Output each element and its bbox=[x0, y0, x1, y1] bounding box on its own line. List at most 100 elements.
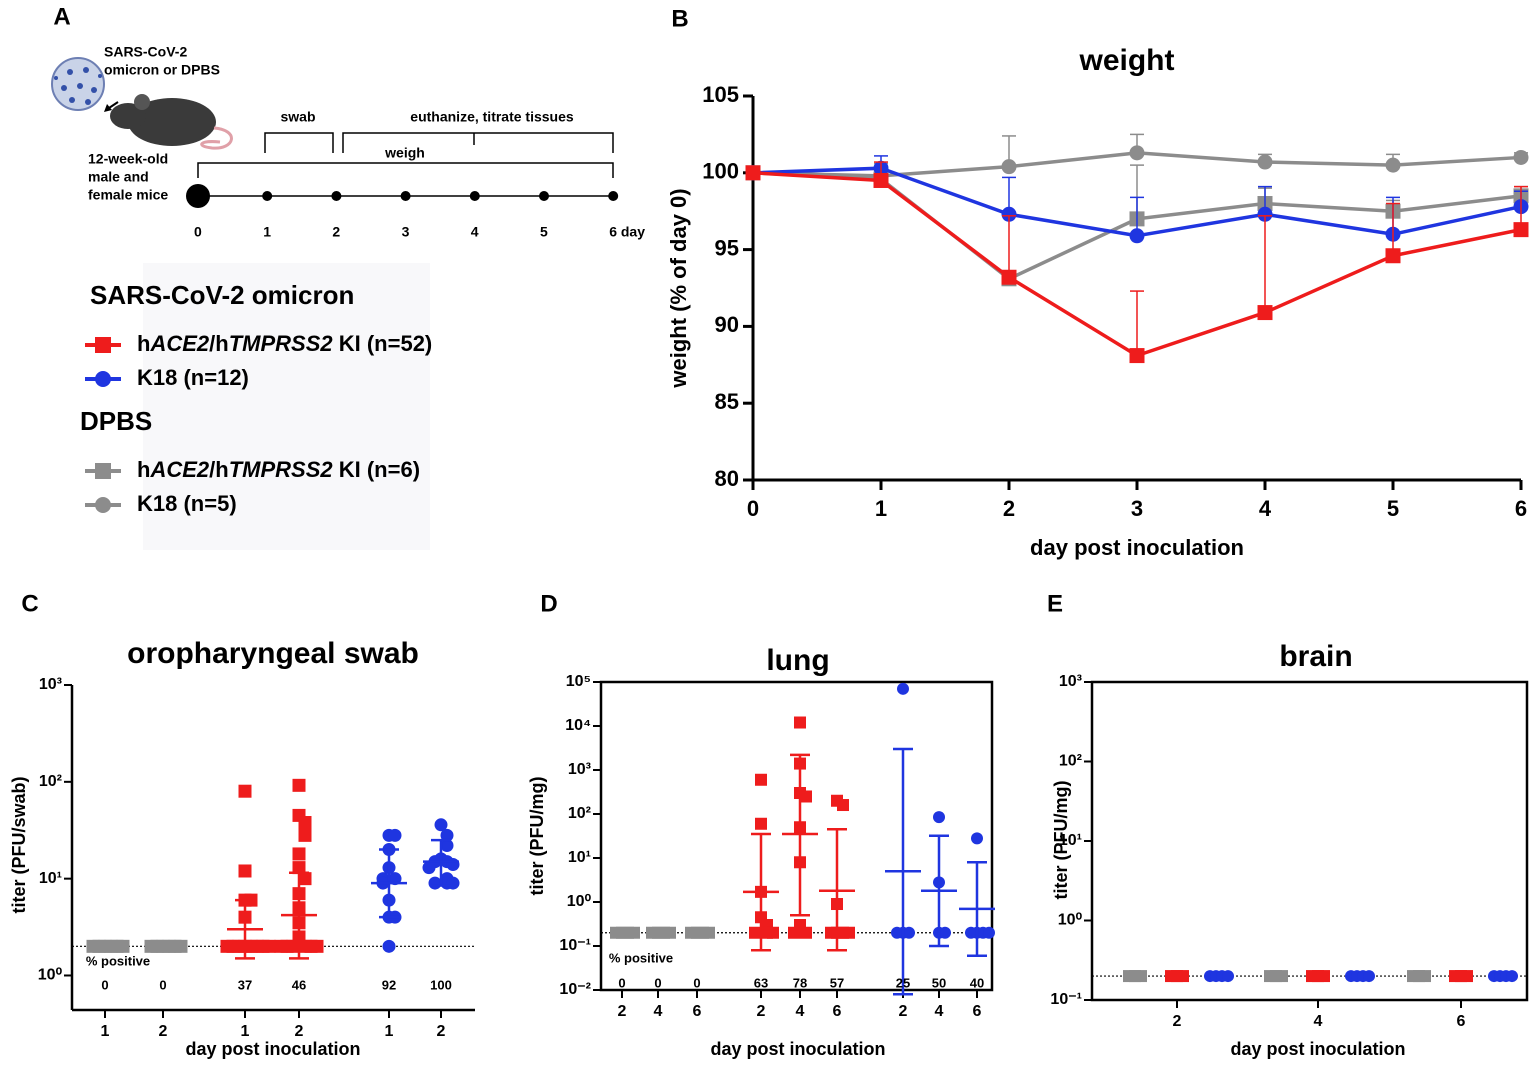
marker bbox=[755, 773, 767, 786]
x-axis-label: day post inoculation bbox=[1030, 535, 1244, 560]
marker bbox=[292, 861, 306, 875]
marker bbox=[220, 939, 234, 953]
y-axis-label: weight (% of day 0) bbox=[666, 188, 691, 388]
legend-label-part: TMPRSS2 bbox=[229, 331, 334, 356]
x-tick-label: 2 bbox=[1003, 496, 1015, 521]
legend-label-part: KI (n=6) bbox=[333, 457, 420, 482]
bracket bbox=[197, 162, 614, 178]
x-tick-label: 6 bbox=[973, 1003, 982, 1020]
legend-title: DPBS bbox=[80, 406, 152, 436]
y-tick-label: 10⁻² bbox=[559, 981, 591, 998]
marker bbox=[1129, 228, 1145, 244]
percent-positive-label: % positive bbox=[86, 953, 150, 968]
legend-label-part: ACE2 bbox=[149, 457, 209, 482]
percent-positive: 50 bbox=[932, 975, 946, 990]
percent-positive: 0 bbox=[159, 977, 166, 992]
marker bbox=[1129, 145, 1145, 161]
percent-positive: 78 bbox=[793, 975, 807, 990]
marker bbox=[767, 926, 779, 939]
y-tick-label: 10⁰ bbox=[38, 967, 63, 984]
marker bbox=[933, 811, 945, 824]
x-tick-label: 3 bbox=[1131, 496, 1143, 521]
marker bbox=[971, 832, 983, 845]
marker bbox=[174, 939, 188, 953]
timeline-tick-label: 3 bbox=[402, 224, 410, 240]
marker bbox=[382, 939, 396, 953]
marker bbox=[422, 861, 436, 875]
x-tick-label: 6 bbox=[1515, 496, 1527, 521]
marker bbox=[1276, 970, 1288, 983]
y-axis-label: titer (PFU/swab) bbox=[9, 776, 29, 913]
arrowhead bbox=[104, 104, 112, 112]
legend-label-part: h bbox=[137, 331, 150, 356]
x-tick-label: 2 bbox=[618, 1003, 627, 1020]
panel-label: C bbox=[21, 590, 38, 617]
legend-label: hACE2/hTMPRSS2 KI (n=6) bbox=[137, 457, 420, 482]
marker bbox=[1419, 970, 1431, 983]
x-tick-label: 4 bbox=[935, 1003, 944, 1020]
y-tick-label: 10⁰ bbox=[1058, 912, 1083, 929]
marker bbox=[1001, 159, 1017, 175]
marker bbox=[983, 926, 995, 939]
marker bbox=[749, 926, 761, 939]
marker bbox=[1506, 970, 1518, 983]
timeline-dot bbox=[469, 191, 480, 201]
x-tick-label: 4 bbox=[796, 1003, 805, 1020]
x-tick-label: 2 bbox=[295, 1023, 304, 1040]
marker bbox=[95, 497, 111, 513]
marker bbox=[310, 939, 324, 953]
legend-backdrop bbox=[143, 263, 430, 550]
x-tick-label: 0 bbox=[747, 496, 759, 521]
marker bbox=[298, 816, 312, 830]
marker bbox=[298, 828, 312, 842]
percent-positive: 0 bbox=[693, 975, 700, 990]
x-tick-label: 2 bbox=[757, 1003, 766, 1020]
marker bbox=[891, 926, 903, 939]
marker bbox=[1385, 157, 1401, 173]
legend-label: hACE2/hTMPRSS2 KI (n=52) bbox=[137, 331, 432, 356]
marker bbox=[1513, 222, 1529, 238]
x-tick-label: 2 bbox=[159, 1023, 168, 1040]
chart-title: lung bbox=[766, 644, 829, 677]
virus-label: omicron or DPBS bbox=[104, 62, 220, 78]
marker bbox=[144, 939, 158, 953]
marker bbox=[274, 939, 288, 953]
bracket bbox=[342, 132, 614, 153]
swab-label: swab bbox=[280, 109, 315, 125]
marker bbox=[903, 926, 915, 939]
x-tick-label: 1 bbox=[241, 1023, 250, 1040]
marker bbox=[1461, 970, 1473, 983]
mice-label: 12-week-old bbox=[88, 151, 168, 167]
y-tick-label: 90 bbox=[715, 312, 739, 337]
y-tick-label: 10⁵ bbox=[566, 673, 591, 690]
marker bbox=[897, 682, 909, 695]
legend-label-part: ACE2 bbox=[149, 331, 209, 356]
marker bbox=[95, 463, 111, 479]
marker bbox=[95, 371, 111, 387]
timeline-dot bbox=[539, 191, 549, 201]
plot-frame bbox=[599, 680, 994, 992]
legend-label-part: /h bbox=[209, 331, 229, 356]
percent-positive: 92 bbox=[382, 977, 396, 992]
schematic-art bbox=[51, 57, 614, 550]
marker bbox=[292, 778, 306, 792]
y-tick-label: 10² bbox=[39, 773, 62, 790]
marker bbox=[388, 828, 402, 842]
marker bbox=[262, 939, 276, 953]
percent-positive: 37 bbox=[238, 977, 252, 992]
timeline-dot bbox=[262, 191, 273, 201]
x-tick-label: 4 bbox=[654, 1003, 663, 1020]
marker bbox=[939, 926, 951, 939]
marker bbox=[446, 858, 460, 872]
marker bbox=[1363, 970, 1375, 983]
x-tick-label: 4 bbox=[1259, 496, 1272, 521]
marker bbox=[965, 926, 977, 939]
y-tick-label: 95 bbox=[715, 235, 739, 260]
x-axis-label: day post inoculation bbox=[710, 1039, 885, 1059]
x-tick-label: 6 bbox=[693, 1003, 702, 1020]
timeline-dot bbox=[331, 191, 342, 201]
x-axis-label: day post inoculation bbox=[1230, 1039, 1405, 1059]
y-tick-label: 10⁻¹ bbox=[559, 937, 591, 954]
percent-positive: 100 bbox=[430, 977, 452, 992]
y-axis-label: titer (PFU/mg) bbox=[527, 776, 547, 895]
